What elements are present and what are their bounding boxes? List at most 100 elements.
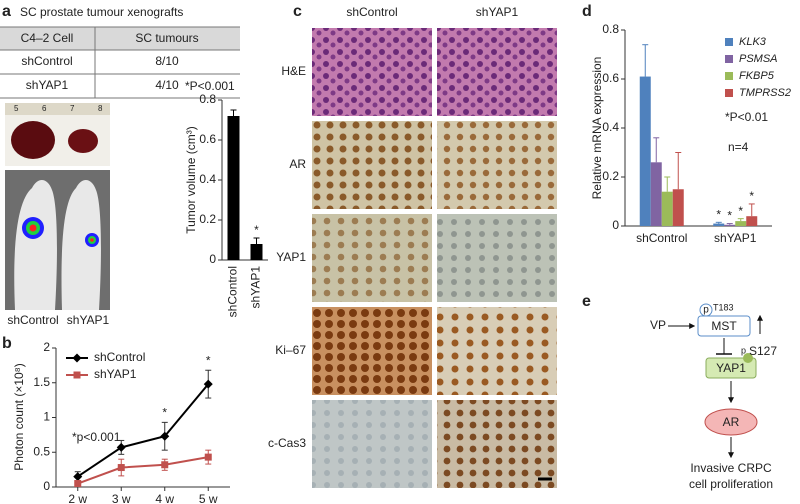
- table-cell: shYAP1: [26, 78, 69, 92]
- bar: [250, 244, 263, 260]
- row-label: Ki–67: [275, 343, 306, 357]
- phospho-circle: [699, 303, 713, 317]
- bar: [735, 221, 747, 226]
- point: [203, 379, 213, 389]
- y-tick-label: 0.4: [199, 172, 216, 186]
- panel-label: c: [293, 3, 302, 20]
- row-label: c-Cas3: [268, 436, 306, 450]
- y-tick-label: 0: [612, 218, 619, 232]
- legend-swatch: [725, 89, 733, 97]
- table-cell: 4/10: [155, 78, 179, 92]
- legend-label: TMPRSS2: [739, 87, 791, 99]
- table-header: C4–2 Cell: [21, 31, 74, 45]
- y-tick-label: 0.6: [199, 132, 216, 146]
- legend-label: KLK3: [739, 36, 767, 48]
- significance-marker: *: [749, 189, 754, 203]
- phospho-label: p: [703, 305, 709, 316]
- phospho-circle: [743, 353, 753, 363]
- y-axis-label: Photon count (×10⁸): [12, 363, 26, 470]
- bar: [639, 76, 651, 226]
- y-tick-label: 0.2: [602, 169, 619, 183]
- micrographs: H&E AR YAP1 Ki–67 c-Cas3: [268, 28, 557, 488]
- micrograph: [437, 121, 557, 209]
- y-tick-label: 1.5: [33, 375, 50, 389]
- table-header: SC tumours: [135, 31, 198, 45]
- diagram-outcome: cell proliferation: [689, 477, 773, 491]
- point: [161, 461, 169, 469]
- row-label: YAP1: [276, 250, 306, 264]
- y-tick-label: 0.5: [33, 444, 50, 458]
- bar: [746, 216, 758, 226]
- ruler-label: 6: [42, 104, 47, 113]
- table-cell: 8/10: [155, 54, 179, 68]
- x-tick-label: shControl: [226, 266, 240, 317]
- y-tick-label: 0.6: [602, 71, 619, 85]
- diagram-outcome: Invasive CRPC: [690, 461, 772, 475]
- legend-label: shControl: [94, 350, 145, 364]
- micrograph: [312, 28, 432, 116]
- column-header: shYAP1: [476, 5, 519, 19]
- micrograph: [312, 121, 432, 209]
- significance-marker: *: [727, 209, 732, 223]
- tumour: [11, 121, 55, 159]
- diagram-ellipse: [704, 408, 758, 436]
- legend-label: FKBP5: [739, 70, 775, 82]
- micrograph: [437, 28, 557, 116]
- diagram: VP MST p T183 YAP1 p S127 AR Invasive CR…: [650, 302, 777, 491]
- y-tick-label: 0.8: [199, 92, 216, 106]
- tumour: [68, 129, 98, 153]
- diagram-box: [697, 315, 751, 337]
- panel-label: b: [2, 335, 12, 352]
- legend-swatch: [72, 353, 82, 363]
- photo-label: shYAP1: [67, 313, 110, 327]
- annotation: *p<0.001: [72, 430, 121, 444]
- y-tick-label: 0.4: [602, 120, 619, 134]
- micrograph: [312, 400, 432, 488]
- x-tick-label: 3 w: [112, 492, 131, 504]
- legend-label: PSMSA: [739, 53, 778, 65]
- panel-title: SC prostate tumour xenografts: [20, 5, 183, 19]
- y-tick-label: 0: [209, 252, 216, 266]
- diagram-node: VP: [650, 318, 666, 332]
- y-tick-label: 0.2: [199, 212, 216, 226]
- row-label: AR: [289, 157, 306, 171]
- x-tick-label: 2 w: [68, 492, 87, 504]
- table: C4–2 Cell SC tumours shControl 8/10 shYA…: [0, 26, 240, 99]
- bar: [227, 116, 240, 260]
- micrograph: [312, 307, 432, 395]
- site-label: T183: [713, 302, 734, 312]
- mouse: [61, 179, 101, 310]
- site-label: S127: [749, 344, 777, 358]
- table-header-bg: [0, 27, 240, 50]
- x-tick-label: 4 w: [155, 492, 174, 504]
- significance-marker: *: [162, 406, 167, 420]
- line: [77, 456, 209, 485]
- annotation: *P<0.01: [725, 110, 768, 124]
- bar: [650, 162, 662, 226]
- x-tick-label: shYAP1: [249, 266, 263, 309]
- panel-label: e: [582, 293, 591, 310]
- x-tick-label: shControl: [636, 231, 687, 245]
- phospho-label: p: [741, 345, 746, 355]
- panel-label: a: [2, 3, 11, 20]
- point: [73, 472, 83, 482]
- tumour-photo: 5 6 7 8: [5, 103, 110, 166]
- diagram-box: [705, 357, 757, 379]
- y-axis-label: Tumor volume (cm³): [184, 126, 198, 234]
- y-tick-label: 0: [43, 479, 50, 493]
- legend-swatch: [73, 371, 81, 379]
- ruler: [5, 103, 110, 115]
- row-label: H&E: [281, 64, 306, 78]
- luminescence: [29, 224, 37, 232]
- legend-swatch: [725, 38, 733, 46]
- y-axis-label: Relative mRNA expression: [590, 57, 604, 200]
- micrograph: [437, 307, 557, 395]
- micrograph: [437, 214, 557, 302]
- significance-marker: *: [738, 204, 743, 218]
- line: [77, 383, 210, 478]
- column-header: shControl: [346, 5, 397, 19]
- ruler-label: 7: [70, 104, 75, 113]
- bar: [661, 191, 673, 226]
- x-tick-label: shYAP1: [714, 231, 757, 245]
